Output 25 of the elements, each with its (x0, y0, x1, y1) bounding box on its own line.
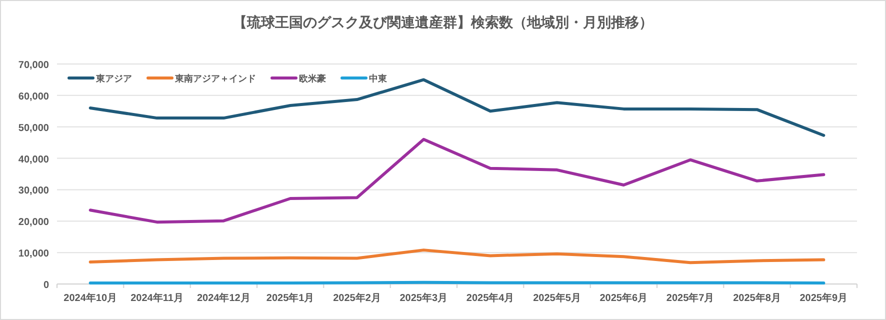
x-tick-label: 2025年6月 (600, 292, 648, 304)
x-tick-label: 2025年4月 (466, 292, 514, 304)
y-tick-label: 30,000 (18, 186, 50, 197)
chart-title: 【琉球王国のグスク及び関連遺産群】検索数（地域別・月別推移） (233, 14, 653, 30)
x-tick-label: 2025年5月 (533, 292, 581, 304)
x-tick-label: 2025年7月 (666, 292, 714, 304)
x-tick-label: 2025年8月 (733, 292, 781, 304)
y-tick-label: 50,000 (18, 122, 50, 134)
legend-label: 欧米豪 (299, 74, 326, 84)
legend-label: 東アジア (95, 74, 132, 84)
y-tick-label: 0 (43, 280, 50, 291)
legend-label: 中東 (369, 74, 388, 84)
y-tick-label: 70,000 (18, 60, 50, 71)
y-tick-label: 40,000 (18, 154, 50, 166)
x-tick-label: 2025年2月 (333, 292, 381, 304)
x-tick-label: 2025年1月 (266, 292, 314, 304)
y-tick-label: 10,000 (18, 248, 50, 260)
x-tick-label: 2025年9月 (800, 292, 848, 304)
y-tick-label: 60,000 (18, 91, 50, 102)
x-tick-label: 2025年3月 (400, 292, 448, 304)
x-tick-label: 2024年11月 (130, 292, 184, 304)
x-tick-label: 2024年10月 (64, 292, 118, 304)
y-tick-label: 20,000 (18, 217, 50, 228)
legend-label: 東南アジア＋インド (174, 74, 256, 84)
x-tick-label: 2024年12月 (196, 292, 250, 304)
